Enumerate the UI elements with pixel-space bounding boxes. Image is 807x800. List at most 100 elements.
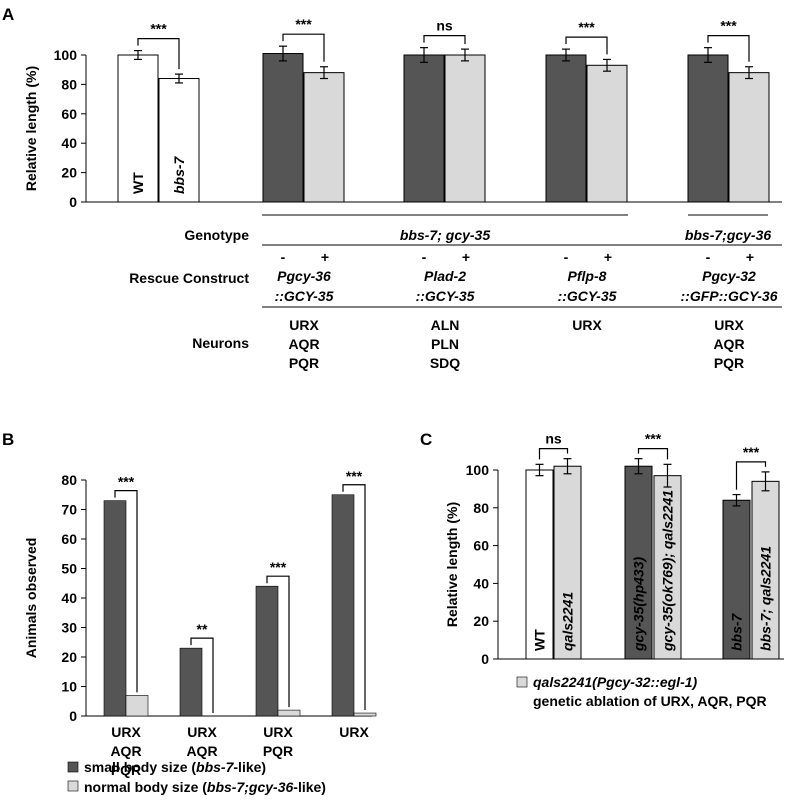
panel-label-b: B (2, 430, 14, 449)
legend-swatch-small (67, 761, 79, 773)
panel-a-significance-label: ns (436, 18, 453, 34)
panel-b-bar-small (331, 494, 355, 717)
panel-a-bar (545, 54, 587, 203)
rescue-construct-gene: ::GCY-35 (416, 288, 475, 304)
panel-c-bar (525, 469, 554, 660)
panel-a-significance-bracket (423, 35, 466, 45)
panel-b-y-axis-title: Animals observed (23, 538, 39, 659)
neuron-label: AQR (288, 336, 319, 352)
panel-a-bar (158, 78, 200, 203)
panel-c-significance-bracket (538, 448, 569, 460)
panel-a-axes: 0 20 40 60 80 100 Relative length (%) (23, 47, 782, 210)
panel-a-y-tick-label: 60 (61, 106, 77, 122)
panel-a-significance-bracket (707, 35, 750, 62)
panel-c-bar-label: gcy-35(ok769); qals2241 (660, 490, 676, 652)
legend-label-normal: normal body size (bbs-7;gcy-36-like) (84, 779, 326, 795)
panel-b-bar-normal (125, 695, 149, 717)
neuron-label: URX (714, 317, 744, 333)
panel-b-y-tick-label: 0 (69, 708, 77, 724)
rescue-plus: + (462, 249, 470, 265)
rescue-plus: + (746, 249, 754, 265)
panel-a-significance-label: *** (578, 19, 595, 35)
rescue-plus: + (321, 249, 329, 265)
panel-a-bar-label: bbs-7 (171, 155, 187, 194)
neuron-label: AQR (713, 336, 744, 352)
panel-c-y-axis-title: Relative length (%) (444, 502, 460, 627)
neuron-label: URX (572, 317, 602, 333)
panel-c-bar-label: qals2241 (560, 592, 576, 651)
panel-c-bar (722, 499, 751, 660)
panel-a-significance-label: *** (295, 16, 312, 32)
panel-b-category-label: URX (187, 724, 217, 740)
panel-b-bars: *** URX AQR PQR ** URX AQR *** URX PQR *** URX (103, 468, 377, 778)
panel-a-y-tick-label: 80 (61, 76, 77, 92)
panel-b-significance-bracket (342, 484, 366, 711)
panel-b-y-tick-label: 20 (61, 649, 77, 665)
panel-c-y-tick-label: 40 (473, 575, 489, 591)
panel-c-significance-label: ns (545, 431, 562, 447)
panel-b-significance-bracket (114, 490, 138, 693)
panel-b-category-label: AQR (186, 743, 217, 759)
panel-c-bar-label: WT (532, 629, 548, 651)
panel-c-significance-label: *** (743, 444, 760, 460)
panel-b-significance-bracket (266, 575, 290, 708)
panel-c-bar (553, 465, 582, 660)
panel-b-axes: 0 10 20 30 40 50 60 70 80 Animals observed (23, 472, 372, 724)
panel-b-significance-label: *** (118, 474, 135, 490)
rescue-construct-promoter: Pgcy-36 (277, 268, 331, 284)
panel-a-bar (403, 54, 445, 203)
legend-label-small: small body size (bbs-7-like) (84, 759, 266, 775)
rescue-construct-promoter: Pgcy-32 (702, 268, 756, 284)
panel-c-bar-label: bbs-7; qals2241 (758, 546, 774, 651)
panel-b-bar-normal (353, 712, 377, 717)
panel-b-category-label: PQR (263, 743, 293, 759)
panel-b-category-label: URX (111, 724, 141, 740)
rescue-minus: - (422, 249, 427, 265)
panel-a-bar (262, 53, 304, 203)
panel-a-y-tick-label: 0 (69, 194, 77, 210)
panel-a-significance-bracket (565, 36, 608, 55)
panel-c-bar (653, 475, 682, 660)
genotype-label-2: bbs-7;gcy-36 (685, 227, 772, 243)
legend-label-qals: qals2241(Pgcy-32::egl-1) (533, 674, 698, 690)
panel-b-category-label: AQR (110, 743, 141, 759)
panel-a-y-tick-label: 40 (61, 135, 77, 151)
panel-a-significance-bracket (282, 33, 325, 62)
panel-b-y-tick-label: 10 (61, 679, 77, 695)
legend-swatch-normal (67, 780, 79, 792)
panel-c-legend: qals2241(Pgcy-32::egl-1) genetic ablatio… (516, 674, 767, 709)
panel-a-table: Genotype Rescue Construct Neurons bbs-7;… (129, 214, 782, 371)
neuron-label: PLN (431, 336, 459, 352)
panel-b-category-label: PQR (111, 762, 141, 778)
panel-a-bar (586, 64, 628, 203)
neuron-label: ALN (431, 317, 460, 333)
panel-c-y-tick-label: 0 (481, 651, 489, 667)
rescue-minus: - (564, 249, 569, 265)
panel-a-bar (728, 72, 770, 203)
panel-b-bar-small (179, 647, 203, 717)
panel-b-category-label: URX (339, 724, 369, 740)
panel-label-c: C (420, 430, 432, 449)
rescue-construct-gene: ::GCY-35 (275, 288, 334, 304)
rescue-construct-promoter: Pflp-8 (568, 268, 607, 284)
panel-c-bar (751, 480, 780, 660)
panel-a-y-axis-title: Relative length (%) (23, 66, 39, 191)
panel-b-y-tick-label: 80 (61, 472, 77, 488)
panel-a-y-tick-label: 20 (61, 165, 77, 181)
panel-b-y-tick-label: 60 (61, 531, 77, 547)
rescue-row-label: Rescue Construct (129, 270, 249, 286)
panel-a-significance-label: *** (720, 18, 737, 34)
panel-c-y-tick-label: 80 (473, 500, 489, 516)
panel-a-bar (303, 72, 345, 203)
rescue-minus: - (281, 249, 286, 265)
neuron-label: PQR (714, 355, 744, 371)
panel-b-y-tick-label: 30 (61, 620, 77, 636)
panel-a-bar-label: WT (130, 172, 146, 194)
legend-label-ablation: genetic ablation of URX, AQR, PQR (533, 693, 767, 709)
panel-b-legend: small body size (bbs-7-like) normal body… (67, 759, 326, 795)
panel-b-y-tick-label: 50 (61, 561, 77, 577)
panel-b-bar-normal (277, 709, 301, 717)
panel-c-y-tick-label: 60 (473, 538, 489, 554)
